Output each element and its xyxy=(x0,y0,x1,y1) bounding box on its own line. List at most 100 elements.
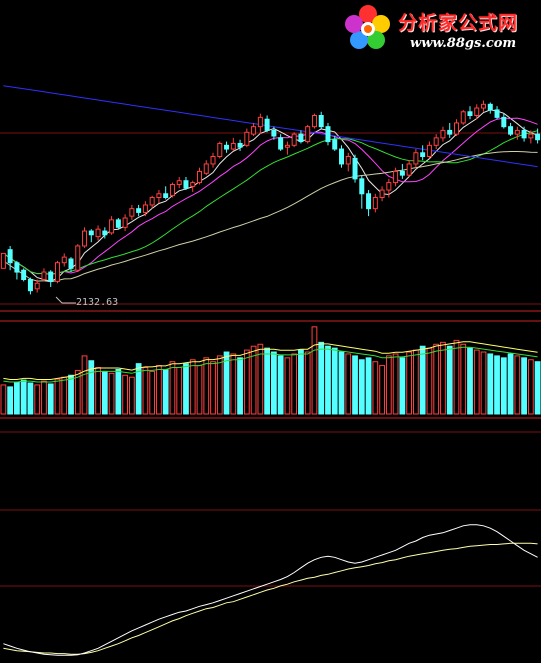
candle-body xyxy=(54,262,60,282)
candle-body xyxy=(142,204,148,213)
volume-bar xyxy=(34,384,41,415)
candle-body xyxy=(75,245,81,271)
candle-body xyxy=(109,219,115,234)
candle-body xyxy=(366,193,372,210)
candle-body xyxy=(440,129,446,139)
candle-body xyxy=(183,180,189,189)
volume-bar xyxy=(41,380,47,415)
volume-bar xyxy=(379,365,385,415)
volume-bar xyxy=(304,351,311,415)
volume-bar xyxy=(47,383,54,415)
candle-body xyxy=(156,193,162,198)
volume-bar xyxy=(54,378,61,415)
candle-body xyxy=(514,129,520,135)
candle-body xyxy=(88,230,94,236)
candle-body xyxy=(257,116,263,128)
volume-bars xyxy=(0,326,541,415)
candle-body xyxy=(339,148,345,165)
candle-body xyxy=(196,170,202,184)
candle-body xyxy=(494,109,500,118)
volume-bar xyxy=(385,355,392,415)
volume-bar xyxy=(196,365,203,415)
volume-bar xyxy=(122,374,128,415)
candle-body xyxy=(244,131,250,146)
volume-bar xyxy=(230,353,237,415)
volume-bar xyxy=(68,374,74,415)
site-logo[interactable]: 分析家公式网 www.88gs.com xyxy=(340,2,540,56)
volume-bar xyxy=(507,353,514,415)
indicator-line-white xyxy=(3,524,538,656)
volume-bar xyxy=(345,353,352,415)
volume-bar xyxy=(81,355,88,415)
volume-bar xyxy=(108,372,115,415)
volume-bar xyxy=(264,347,270,415)
candle-body xyxy=(48,271,54,282)
volume-bar xyxy=(135,363,142,415)
volume-bar xyxy=(0,384,7,415)
volume-bar xyxy=(176,367,183,415)
volume-bar xyxy=(128,376,135,415)
candle-body xyxy=(426,144,432,157)
candle-body xyxy=(372,197,378,210)
volume-bar xyxy=(413,349,419,415)
volume-bar xyxy=(183,363,189,415)
volume-bar xyxy=(419,345,426,415)
volume-bar xyxy=(365,357,372,415)
candle-body xyxy=(217,142,223,157)
candle-body xyxy=(230,142,236,150)
volume-bar xyxy=(169,361,176,415)
ma5-line xyxy=(3,109,538,282)
candle-body xyxy=(298,133,304,143)
candle-body xyxy=(474,107,480,117)
volume-bar xyxy=(257,343,264,415)
candle-body xyxy=(251,126,257,135)
candle-body xyxy=(332,139,338,150)
candle-body xyxy=(508,126,514,135)
volume-bar xyxy=(20,379,27,415)
volume-bar xyxy=(74,369,81,415)
candle-body xyxy=(237,142,243,148)
volume-bar xyxy=(237,357,243,415)
candle-body xyxy=(447,129,453,135)
ma-long-blue-line xyxy=(3,85,538,168)
logo-title: 分析家公式网 xyxy=(398,12,519,34)
candle-body xyxy=(399,170,405,176)
volume-bar xyxy=(156,365,162,415)
candle-body xyxy=(393,170,399,184)
candle-body xyxy=(68,258,74,269)
candle-body xyxy=(420,152,426,157)
volume-bar xyxy=(7,386,14,415)
volume-bar xyxy=(27,382,34,415)
moving-average-lines xyxy=(3,85,538,283)
candle-body xyxy=(318,115,324,128)
volume-bar xyxy=(331,347,338,415)
candle-body xyxy=(163,193,169,198)
volume-bar xyxy=(149,370,156,415)
volume-bar xyxy=(392,353,399,415)
volume-bar xyxy=(480,351,487,415)
volume-bar xyxy=(534,361,541,415)
candle-body xyxy=(102,230,108,236)
candle-body xyxy=(359,178,365,195)
volume-bar xyxy=(514,355,521,415)
volume-bar xyxy=(162,368,169,415)
candle-body xyxy=(136,208,142,213)
volume-bar xyxy=(372,361,379,415)
candle-body xyxy=(284,144,290,148)
flower-logo-icon xyxy=(345,5,390,49)
volume-bar xyxy=(189,359,196,415)
candle-body xyxy=(176,180,182,185)
candle-body xyxy=(278,137,284,150)
low-marker-arrow xyxy=(55,296,63,304)
candle-body xyxy=(271,129,277,137)
candle-body xyxy=(190,182,196,187)
candle-body xyxy=(467,111,473,117)
candle-body xyxy=(433,137,439,146)
candle-body xyxy=(61,256,67,264)
volume-bar xyxy=(95,367,101,415)
volume-bar xyxy=(277,355,284,415)
volume-bar xyxy=(426,347,433,415)
volume-bar xyxy=(325,345,331,415)
volume-bar xyxy=(473,349,480,415)
